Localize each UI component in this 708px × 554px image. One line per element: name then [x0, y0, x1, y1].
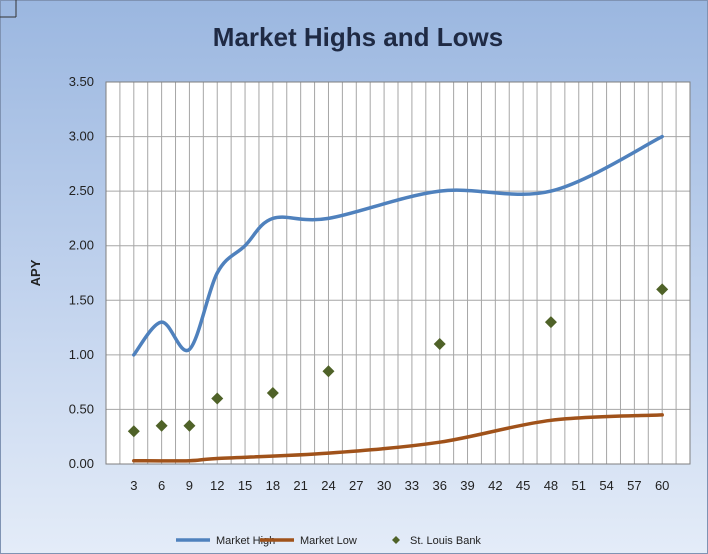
x-tick-label: 24: [321, 478, 335, 493]
legend-market-low-label: Market Low: [300, 535, 357, 547]
st-louis-bank-point: [266, 387, 279, 400]
y-tick-label: 0.00: [69, 456, 94, 471]
chart-title: Market Highs and Lows: [213, 22, 503, 52]
legend-st-louis-bank-label: St. Louis Bank: [410, 535, 481, 547]
st-louis-bank-point: [656, 283, 669, 296]
x-tick-label: 9: [186, 478, 193, 493]
market-low-line: [132, 413, 664, 463]
y-tick-label: 1.00: [69, 347, 94, 362]
series-layer: [127, 134, 669, 463]
y-tick-label: 3.50: [69, 74, 94, 89]
x-tick-label: 30: [377, 478, 391, 493]
st-louis-bank-point: [544, 316, 557, 329]
x-axis-ticks: 3 6 9 12 15 18 21 24 27 30 33 36 39 42 45 48 51 54 57 60: [130, 478, 669, 493]
market-high-line: [132, 134, 664, 357]
plot-area-border: [105, 81, 691, 465]
x-tick-label: 48: [544, 478, 558, 493]
st-louis-bank-point: [211, 392, 224, 405]
st-louis-bank-point: [155, 419, 168, 432]
x-tick-label: 12: [210, 478, 224, 493]
st-louis-bank-point: [183, 419, 196, 432]
x-tick-label: 42: [488, 478, 502, 493]
y-tick-label: 1.50: [69, 292, 94, 307]
x-tick-label: 39: [460, 478, 474, 493]
y-tick-label: 2.00: [69, 238, 94, 253]
x-tick-label: 54: [599, 478, 613, 493]
legend-market-high-label: Market High: [216, 535, 275, 547]
x-tick-label: 21: [293, 478, 307, 493]
x-tick-label: 60: [655, 478, 669, 493]
y-axis-label: APY: [28, 259, 43, 286]
x-tick-label: 33: [405, 478, 419, 493]
legend: Market High Market Low St. Louis Bank: [176, 535, 481, 547]
x-tick-label: 18: [266, 478, 280, 493]
st-louis-bank-point: [127, 425, 140, 438]
x-tick-label: 3: [130, 478, 137, 493]
legend-st-louis-bank-marker: [392, 536, 400, 544]
x-tick-label: 36: [432, 478, 446, 493]
st-louis-bank-point: [322, 365, 335, 378]
y-tick-label: 3.00: [69, 129, 94, 144]
y-axis-ticks: 0.00 0.50 1.00 1.50 2.00 2.50 3.00 3.50: [69, 74, 94, 471]
y-tick-label: 2.50: [69, 183, 94, 198]
x-tick-label: 15: [238, 478, 252, 493]
x-tick-label: 45: [516, 478, 530, 493]
st-louis-bank-point: [433, 337, 446, 350]
x-tick-label: 51: [572, 478, 586, 493]
y-tick-label: 0.50: [69, 401, 94, 416]
x-tick-label: 6: [158, 478, 165, 493]
x-tick-label: 27: [349, 478, 363, 493]
x-tick-label: 57: [627, 478, 641, 493]
